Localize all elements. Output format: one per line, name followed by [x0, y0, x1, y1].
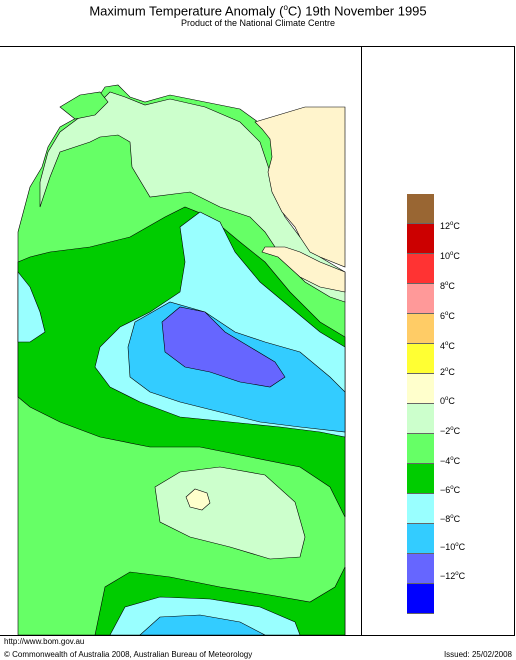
anomaly-zone-south [154, 466, 306, 560]
legend-swatch [407, 224, 434, 254]
legend-label: −6oC [440, 485, 461, 495]
legend-swatch [407, 584, 434, 614]
legend-label: −8oC [440, 514, 461, 524]
anomaly-zone-south-minus8 [139, 614, 266, 635]
legend-label: 12oC [440, 221, 460, 231]
footer-url-link[interactable]: http://www.bom.gov.au [4, 637, 85, 646]
queensland-lower [261, 246, 346, 293]
legend-swatch [407, 554, 434, 584]
legend-swatch [407, 404, 434, 434]
legend-swatch [407, 374, 434, 404]
legend-swatch [407, 254, 434, 284]
legend-label: 8oC [440, 281, 455, 291]
legend-label: −2oC [440, 426, 461, 436]
legend-swatch [407, 434, 434, 464]
legend-swatch-top [407, 194, 434, 224]
legend-label: −4oC [440, 456, 461, 466]
legend-swatch [407, 344, 434, 374]
legend-label: −10oC [440, 542, 466, 552]
legend-label: 6oC [440, 311, 455, 321]
legend-label: 0oC [440, 396, 455, 406]
anomaly-zone-south-core [185, 488, 211, 511]
anomaly-map [0, 47, 361, 635]
legend-label: 10oC [440, 251, 460, 261]
legend-swatch [407, 284, 434, 314]
anomaly-zone-minus6-west [17, 271, 46, 343]
legend-label: −12oC [440, 571, 466, 581]
legend-swatch [407, 524, 434, 554]
legend-swatch [407, 494, 434, 524]
panel-divider [361, 46, 362, 636]
legend-label: 4oC [440, 341, 455, 351]
footer-issued-date: Issued: 25/02/2008 [443, 650, 512, 659]
legend-bar [407, 194, 434, 614]
map-subtitle: Product of the National Climate Centre [180, 18, 336, 28]
map-title: Maximum Temperature Anomaly (oC) 19th No… [89, 3, 427, 19]
footer-copyright: © Commonwealth of Australia 2008, Austra… [4, 650, 253, 659]
queensland-region [254, 106, 346, 268]
anomaly-zone-arnhem [59, 91, 109, 120]
legend-label: 2oC [440, 367, 455, 377]
legend-swatch [407, 464, 434, 494]
legend-swatch [407, 314, 434, 344]
anomaly-zone-minus10 [161, 306, 286, 388]
